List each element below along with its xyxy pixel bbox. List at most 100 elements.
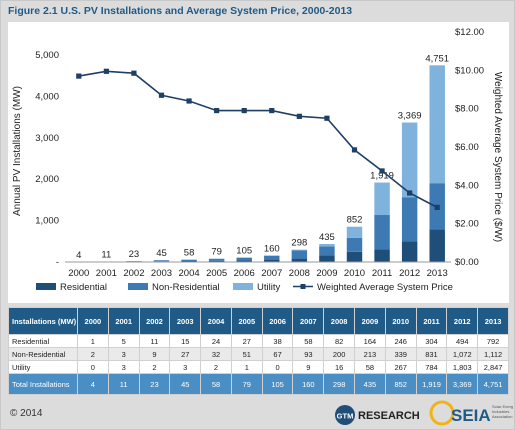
total-label-2007: 160: [264, 243, 280, 254]
bar-residential-2006: [236, 260, 252, 262]
price-point-2003: [158, 92, 165, 98]
table-year-header: 2011: [415, 307, 448, 335]
table-cell: 27: [230, 334, 263, 348]
table-cell: 3: [107, 347, 140, 361]
table-cell: 494: [446, 334, 479, 348]
table-cell: 2: [138, 360, 171, 374]
price-point-2012: [407, 190, 413, 196]
bar-non-residential-2009: [319, 246, 335, 256]
table-cell: 831: [415, 347, 448, 361]
y-tick-label: 2,000: [35, 174, 59, 185]
y-tick-label: 3,000: [35, 133, 59, 144]
table-cell: 93: [292, 347, 325, 361]
price-point-2006: [241, 107, 247, 114]
bar-non-residential-2006: [236, 257, 252, 261]
table-row: Non-Residential 2 3 9 27 32 51 67 93 200 213 339 831…: [8, 347, 509, 361]
x-tick-label-2003: 2003: [151, 268, 172, 279]
table-cell: 784: [415, 360, 448, 374]
price-point-2007: [269, 107, 275, 114]
price-point-2004: [186, 98, 192, 104]
price-point-2011: [379, 168, 385, 174]
table-header-label: Installations (MW): [8, 307, 78, 335]
table-year-header: 2007: [292, 307, 325, 335]
figure-title: Figure 2.1 U.S. PV Installations and Ave…: [8, 5, 353, 17]
table-cell: 16: [323, 360, 356, 374]
table-cell: 24: [200, 334, 232, 348]
table-cell: 3,369: [446, 373, 479, 395]
table-cell: 213: [354, 347, 386, 361]
table-cell: 45: [169, 373, 202, 395]
bar-utility-2013: [429, 65, 445, 184]
table-cell: 5: [107, 334, 140, 348]
copyright: © 2014: [10, 408, 43, 419]
y2-axis-label: Weighted Average System Price ($/W): [492, 72, 503, 242]
bar-utility-2010: [346, 226, 363, 238]
table-cell: 58: [200, 373, 232, 395]
table-cell: 435: [354, 373, 386, 395]
bar-non-residential-2011: [374, 215, 390, 250]
table-cell: 2: [77, 347, 109, 361]
table-cell: 246: [384, 334, 417, 348]
total-label-2006: 105: [236, 246, 252, 257]
y2-tick-label: $8.00: [455, 104, 479, 115]
table-cell: 38: [261, 334, 294, 348]
x-tick-label-2011: 2011: [372, 268, 392, 279]
legend-swatch: [36, 283, 56, 290]
table-row: Utility 0 3 2 3 2 1 0 9 16 58 267 784 1,803 2,847: [8, 360, 509, 374]
table-year-header: 2006: [261, 307, 294, 335]
bar-residential-2010: [346, 251, 363, 262]
price-point-2005: [214, 107, 220, 114]
table-cell: 15: [169, 334, 202, 348]
total-label-2011: 1,919: [370, 171, 394, 182]
table-cell: 852: [384, 373, 417, 395]
x-tick-label-2009: 2009: [316, 268, 337, 279]
table-year-header: 2009: [354, 307, 386, 335]
table-cell: 200: [323, 347, 356, 361]
table-cell: 79: [230, 373, 263, 395]
table-year-header: 2012: [446, 307, 479, 335]
price-point-2013: [434, 204, 440, 210]
table-cell: 3: [169, 360, 202, 374]
bar-non-residential-2005: [208, 258, 225, 261]
bar-residential-2007: [264, 259, 280, 262]
bar-non-residential-2003: [153, 260, 170, 262]
bar-utility-2011: [374, 182, 390, 216]
bar-non-residential-2007: [264, 255, 280, 260]
y-tick-label: 1,000: [35, 216, 59, 227]
legend-label: Non-Residential: [152, 282, 220, 293]
chart-area: 4 2000 11 2001 23 2002 45 2003 58 2004 79 2005 105 20…: [8, 22, 509, 303]
y2-tick-label: $4.00: [455, 180, 479, 191]
bar-utility-2012: [401, 122, 418, 198]
x-tick-label-2000: 2000: [68, 268, 89, 279]
y2-tick-label: $2.00: [455, 219, 479, 230]
price-point-2008: [296, 113, 302, 119]
total-label-2008: 298: [291, 238, 307, 249]
table-cell: 1: [77, 334, 109, 348]
gtm-research-text: RESEARCH: [358, 410, 420, 422]
total-label-2005: 79: [211, 247, 222, 258]
bar-utility-2008: [291, 249, 308, 251]
total-label-2002: 23: [129, 249, 140, 260]
total-label-2003: 45: [156, 248, 167, 259]
table-cell: 1,919: [415, 373, 448, 395]
x-tick-label-2008: 2008: [289, 268, 310, 279]
y-tick-label: -: [56, 257, 59, 268]
x-tick-label-2012: 2012: [399, 268, 420, 279]
table-cell: 0: [77, 360, 109, 374]
table-year-header: 2001: [107, 307, 140, 335]
table-cell: 105: [261, 373, 294, 395]
price-point-2002: [131, 70, 137, 76]
table-year-header: 2013: [477, 307, 509, 335]
legend-swatch: [128, 283, 148, 290]
table-cell: 4: [77, 373, 109, 395]
table-cell: 4,751: [477, 373, 509, 395]
chart-svg: 4 2000 11 2001 23 2002 45 2003 58 2004 79 2005 105 20…: [12, 27, 503, 293]
table-row-label: Non-Residential: [8, 347, 78, 361]
table-cell: 0: [261, 360, 294, 374]
table-cell: 3: [107, 360, 140, 374]
y-axis-label: Annual PV Installations (MW): [12, 86, 23, 216]
table-cell: 298: [323, 373, 356, 395]
table-year-header: 2003: [169, 307, 202, 335]
table-cell: 304: [415, 334, 448, 348]
